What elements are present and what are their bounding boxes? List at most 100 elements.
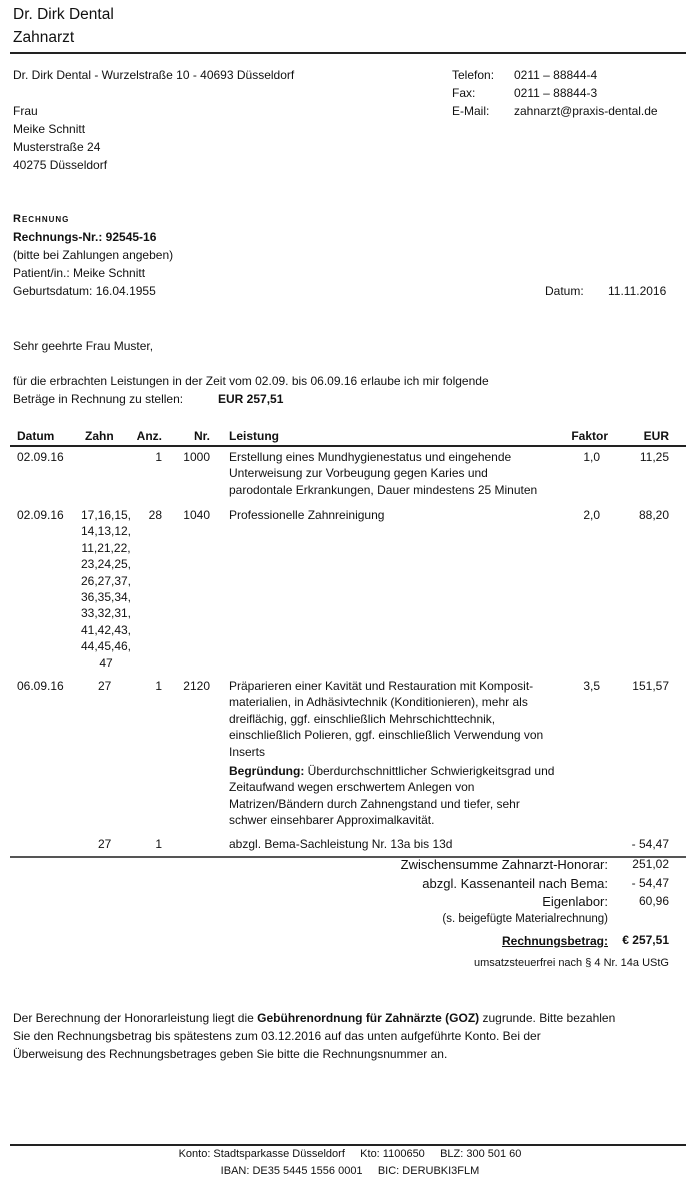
closing-text: zugrunde. Bitte bezahlen: [479, 1011, 616, 1025]
row-zahn: 27: [98, 679, 112, 693]
labor-value: 60,96: [638, 894, 669, 908]
row-leistung: Professionelle Zahnreinigung: [229, 508, 385, 522]
leistung-line: Unterweisung zur Vorbeugung gegen Karies…: [229, 466, 488, 481]
row-zahn: 27: [98, 837, 112, 851]
total-label: Rechnungsbetrag:: [501, 934, 608, 948]
leistung-line: Inserts: [229, 744, 266, 759]
date-label: Datum:: [545, 284, 584, 298]
row-zahn: 17,16,15, 14,13,12, 11,21,22, 23,24,25, …: [79, 507, 133, 671]
row-anz: 1: [155, 679, 162, 693]
zahn-line: 14,13,12,: [80, 524, 132, 539]
footer-divider: [10, 1144, 686, 1146]
closing-text: Sie den Rechnungsbetrag bis spätestens z…: [13, 1029, 541, 1043]
iban-details: IBAN: DE35 5445 1556 0001 BIC: DERUBKI3F…: [220, 1165, 480, 1177]
table-bottom-divider: [10, 856, 686, 858]
row-leistung: abzgl. Bema-Sachleistung Nr. 13a bis 13d: [229, 837, 453, 851]
subtotal-value: 251,02: [632, 857, 669, 871]
contact-label: Fax:: [452, 86, 476, 100]
header-divider: [10, 52, 686, 54]
salutation: Sehr geehrte Frau Muster,: [13, 339, 154, 353]
intro-amount: EUR 257,51: [218, 392, 284, 406]
contact-label: E-Mail:: [452, 104, 490, 118]
row-nr: 1040: [183, 508, 210, 522]
row-nr: 1000: [183, 450, 210, 464]
email-link[interactable]: zahnarzt@praxis-dental.de: [514, 104, 658, 118]
zahn-line: 47: [99, 655, 113, 670]
intro-line: Beträge in Rechnung zu stellen:: [13, 392, 184, 406]
row-eur: 88,20: [638, 508, 669, 522]
begruendung-line: Zeitaufwand wegen erschwertem Anlegen vo…: [229, 780, 475, 795]
zahn-line: 36,35,34,: [80, 590, 132, 605]
address-line: Musterstraße 24: [13, 140, 101, 154]
leistung-line: parodontale Erkrankungen, Dauer mindeste…: [229, 482, 538, 497]
row-eur: 151,57: [632, 679, 669, 693]
address-line: 40275 Düsseldorf: [13, 158, 108, 172]
begruendung-line: schwer einsehbarer Approximalkavität.: [229, 813, 435, 828]
row-leistung: Präparieren einer Kavität und Restaurati…: [229, 678, 543, 760]
closing-text: Überweisung des Rechnungsbetrages geben …: [13, 1047, 448, 1061]
invoice-number: Rechnungs-Nr.: 92545-16: [13, 230, 157, 244]
col-anz: Anz.: [136, 429, 162, 443]
begruendung: Begründung: Überdurchschnittlicher Schwi…: [229, 763, 554, 829]
doctor-title: Zahnarzt: [13, 29, 75, 46]
col-nr: Nr.: [193, 429, 210, 443]
row-anz: 28: [148, 508, 162, 522]
labor-label: Eigenlabor:: [542, 894, 608, 909]
row-leistung: Erstellung eines Mundhygienestatus und e…: [229, 449, 537, 498]
birth-date: Geburtsdatum: 16.04.1955: [13, 284, 156, 298]
row-datum: 02.09.16: [17, 508, 64, 522]
row-faktor: 2,0: [583, 508, 600, 522]
begruendung-line: Überdurchschnittlicher Schwierigkeitsgra…: [304, 764, 555, 778]
zahn-line: 41,42,43,: [80, 622, 132, 637]
invoice-note: (bitte bei Zahlungen angeben): [13, 248, 174, 262]
row-nr: 2120: [183, 679, 210, 693]
row-eur: - 54,47: [631, 837, 669, 851]
patient-name: Patient/in.: Meike Schnitt: [13, 266, 146, 280]
total-value: € 257,51: [622, 933, 669, 947]
address-line: Meike Schnitt: [13, 122, 86, 136]
bank-details: Konto: Stadtsparkasse Düsseldorf Kto: 11…: [178, 1148, 522, 1160]
zahn-line: 33,32,31,: [80, 606, 132, 621]
closing-text: Der Berechnung der Honorarleistung liegt…: [13, 1011, 258, 1025]
invoice-heading: Rechnung: [13, 213, 70, 225]
doctor-name: Dr. Dirk Dental: [13, 6, 114, 23]
col-faktor: Faktor: [571, 429, 608, 443]
sender-line: Dr. Dirk Dental - Wurzelstraße 10 - 4069…: [13, 68, 295, 82]
tax-note: umsatzsteuerfrei nach § 4 Nr. 14a UStG: [473, 957, 669, 969]
subtotal-label: Zwischensumme Zahnarzt-Honorar:: [400, 857, 608, 872]
kasse-value: - 54,47: [631, 876, 669, 890]
row-faktor: 1,0: [583, 450, 600, 464]
row-anz: 1: [155, 450, 162, 464]
goz-reference: Gebührenordnung für Zahnärzte (GOZ): [257, 1011, 480, 1025]
leistung-line: einschließlich Polieren, ggf. einschließ…: [229, 728, 544, 743]
row-anz: 1: [155, 837, 162, 851]
phone-value: 0211 – 88844-4: [514, 68, 598, 82]
begruendung-label: Begründung:: [229, 764, 305, 778]
address-line: Frau: [13, 104, 38, 118]
leistung-line: materialien, in Adhäsivtechnik (Konditio…: [229, 695, 528, 710]
intro-line: für die erbrachten Leistungen in der Zei…: [13, 374, 489, 388]
zahn-line: 11,21,22,: [81, 540, 131, 555]
col-zahn: Zahn: [85, 429, 114, 443]
col-datum: Datum: [17, 429, 55, 443]
zahn-line: 26,27,37,: [80, 573, 132, 588]
leistung-line: Präparieren einer Kavität und Restaurati…: [229, 679, 534, 693]
col-eur: EUR: [643, 429, 669, 443]
zahn-line: 17,16,15,: [80, 508, 132, 522]
contact-label: Telefon:: [452, 68, 495, 82]
row-eur: 11,25: [639, 450, 669, 464]
zahn-line: 23,24,25,: [80, 557, 132, 572]
leistung-line: Erstellung eines Mundhygienestatus und e…: [229, 450, 512, 464]
zahn-line: 44,45,46,: [80, 639, 132, 654]
invoice-date: 11.11.2016: [608, 284, 667, 298]
row-datum: 02.09.16: [17, 450, 64, 464]
row-datum: 06.09.16: [17, 679, 64, 693]
begruendung-line: Matrizen/Bändern durch Zahnengstand und …: [229, 796, 520, 811]
fax-value: 0211 – 88844-3: [514, 86, 598, 100]
leistung-line: dreiflächig, ggf. einschließlich Mehrsch…: [229, 711, 496, 726]
col-leistung: Leistung: [229, 429, 279, 443]
kasse-label: abzgl. Kassenanteil nach Bema:: [422, 876, 608, 891]
table-header-divider: [10, 445, 686, 447]
labor-note: (s. beigefügte Materialrechnung): [442, 913, 608, 925]
row-faktor: 3,5: [583, 679, 600, 693]
